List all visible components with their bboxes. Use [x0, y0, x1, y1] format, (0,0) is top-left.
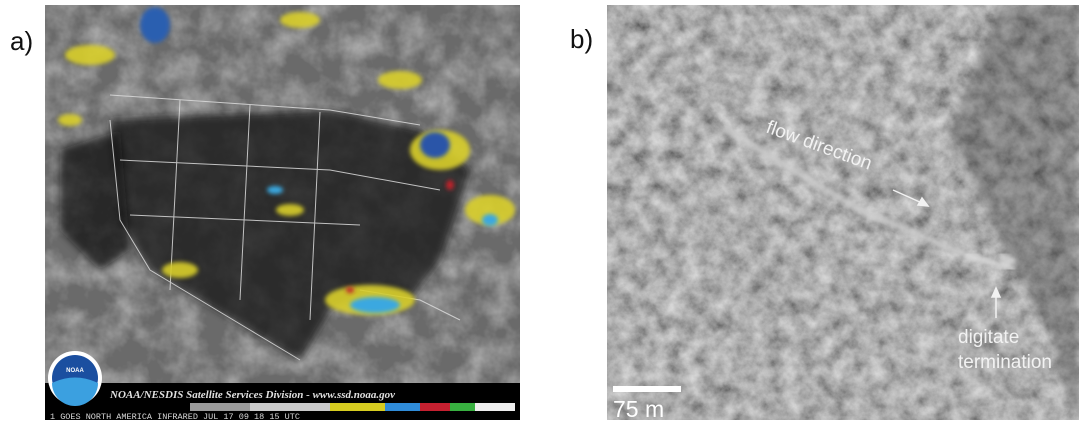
logo-text: NOAA [66, 368, 84, 374]
panel-label: a) [10, 26, 33, 56]
satellite-image: NOAA/NESDIS Satellite Services Division … [45, 5, 520, 422]
figure: a) b) [0, 0, 1079, 423]
page: {"panels": [ {"label": "a)", "credit": "… [0, 0, 1079, 423]
color-scale [190, 403, 515, 411]
scale-label: 75 m [613, 396, 664, 422]
image-credit: NOAA/NESDIS Satellite Services Division … [109, 389, 395, 401]
aerial-image: flow direction digitate termination 75 m [607, 5, 1079, 422]
annotation: termination [958, 352, 1052, 373]
annotation: digitate [958, 327, 1019, 348]
scale-bar [613, 386, 681, 392]
panel-label: b) [570, 24, 593, 54]
image-footer: 1 GOES NORTH AMERICA INFRARED JUL 17 09 … [50, 412, 300, 422]
